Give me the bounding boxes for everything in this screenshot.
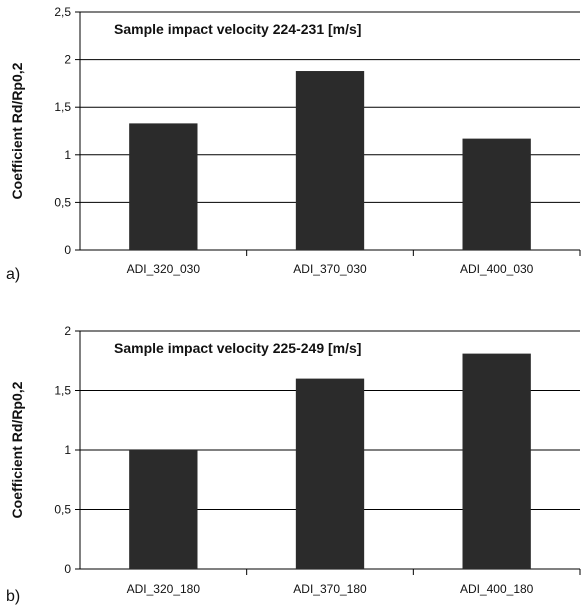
panel-label: b) — [6, 588, 20, 605]
y-tick-label: 1 — [64, 443, 71, 457]
bar-adi-370-180 — [295, 378, 365, 569]
y-tick-label: 2 — [64, 324, 71, 338]
bar-adi-400-180 — [462, 353, 531, 569]
chart-title: Sample impact velocity 224-231 [m/s] — [114, 21, 361, 37]
bar-adi-320-030 — [129, 123, 198, 250]
y-tick-label: 1,5 — [54, 100, 71, 114]
bar-adi-400-030 — [462, 138, 531, 250]
y-tick-label: 0 — [64, 562, 71, 576]
y-axis-label: Coefficient Rd/Rp0,2 — [9, 62, 25, 199]
y-tick-label: 1,5 — [54, 384, 71, 398]
category-label: ADI_370_030 — [293, 262, 367, 276]
category-label: ADI_400_030 — [460, 262, 534, 276]
y-tick-label: 0,5 — [54, 195, 71, 209]
y-tick-label: 2 — [64, 53, 71, 67]
chart-panel-1: 0 0,5 1 1,5 2 2,5 ADI_320_030 ADI_370_030 ADI_40… — [6, 5, 581, 283]
bar-adi-320-180 — [129, 450, 198, 569]
category-label: ADI_320_030 — [127, 262, 201, 276]
y-tick-label: 2,5 — [54, 5, 71, 19]
chart-title: Sample impact velocity 225-249 [m/s] — [114, 340, 361, 356]
category-label: ADI_320_180 — [127, 582, 201, 596]
y-tick-label: 0,5 — [54, 503, 71, 517]
category-label: ADI_370_180 — [293, 582, 367, 596]
y-tick-label: 0 — [64, 243, 71, 257]
category-label: ADI_400_180 — [460, 582, 534, 596]
chart-panel-2: 0 0,5 1 1,5 2 ADI_320_180 ADI_370_180 ADI_400_1… — [6, 324, 581, 605]
y-tick-label: 1 — [64, 148, 71, 162]
panel-label: a) — [6, 266, 20, 283]
bar-adi-370-030 — [295, 71, 365, 250]
y-axis-label: Coefficient Rd/Rp0,2 — [9, 381, 25, 518]
